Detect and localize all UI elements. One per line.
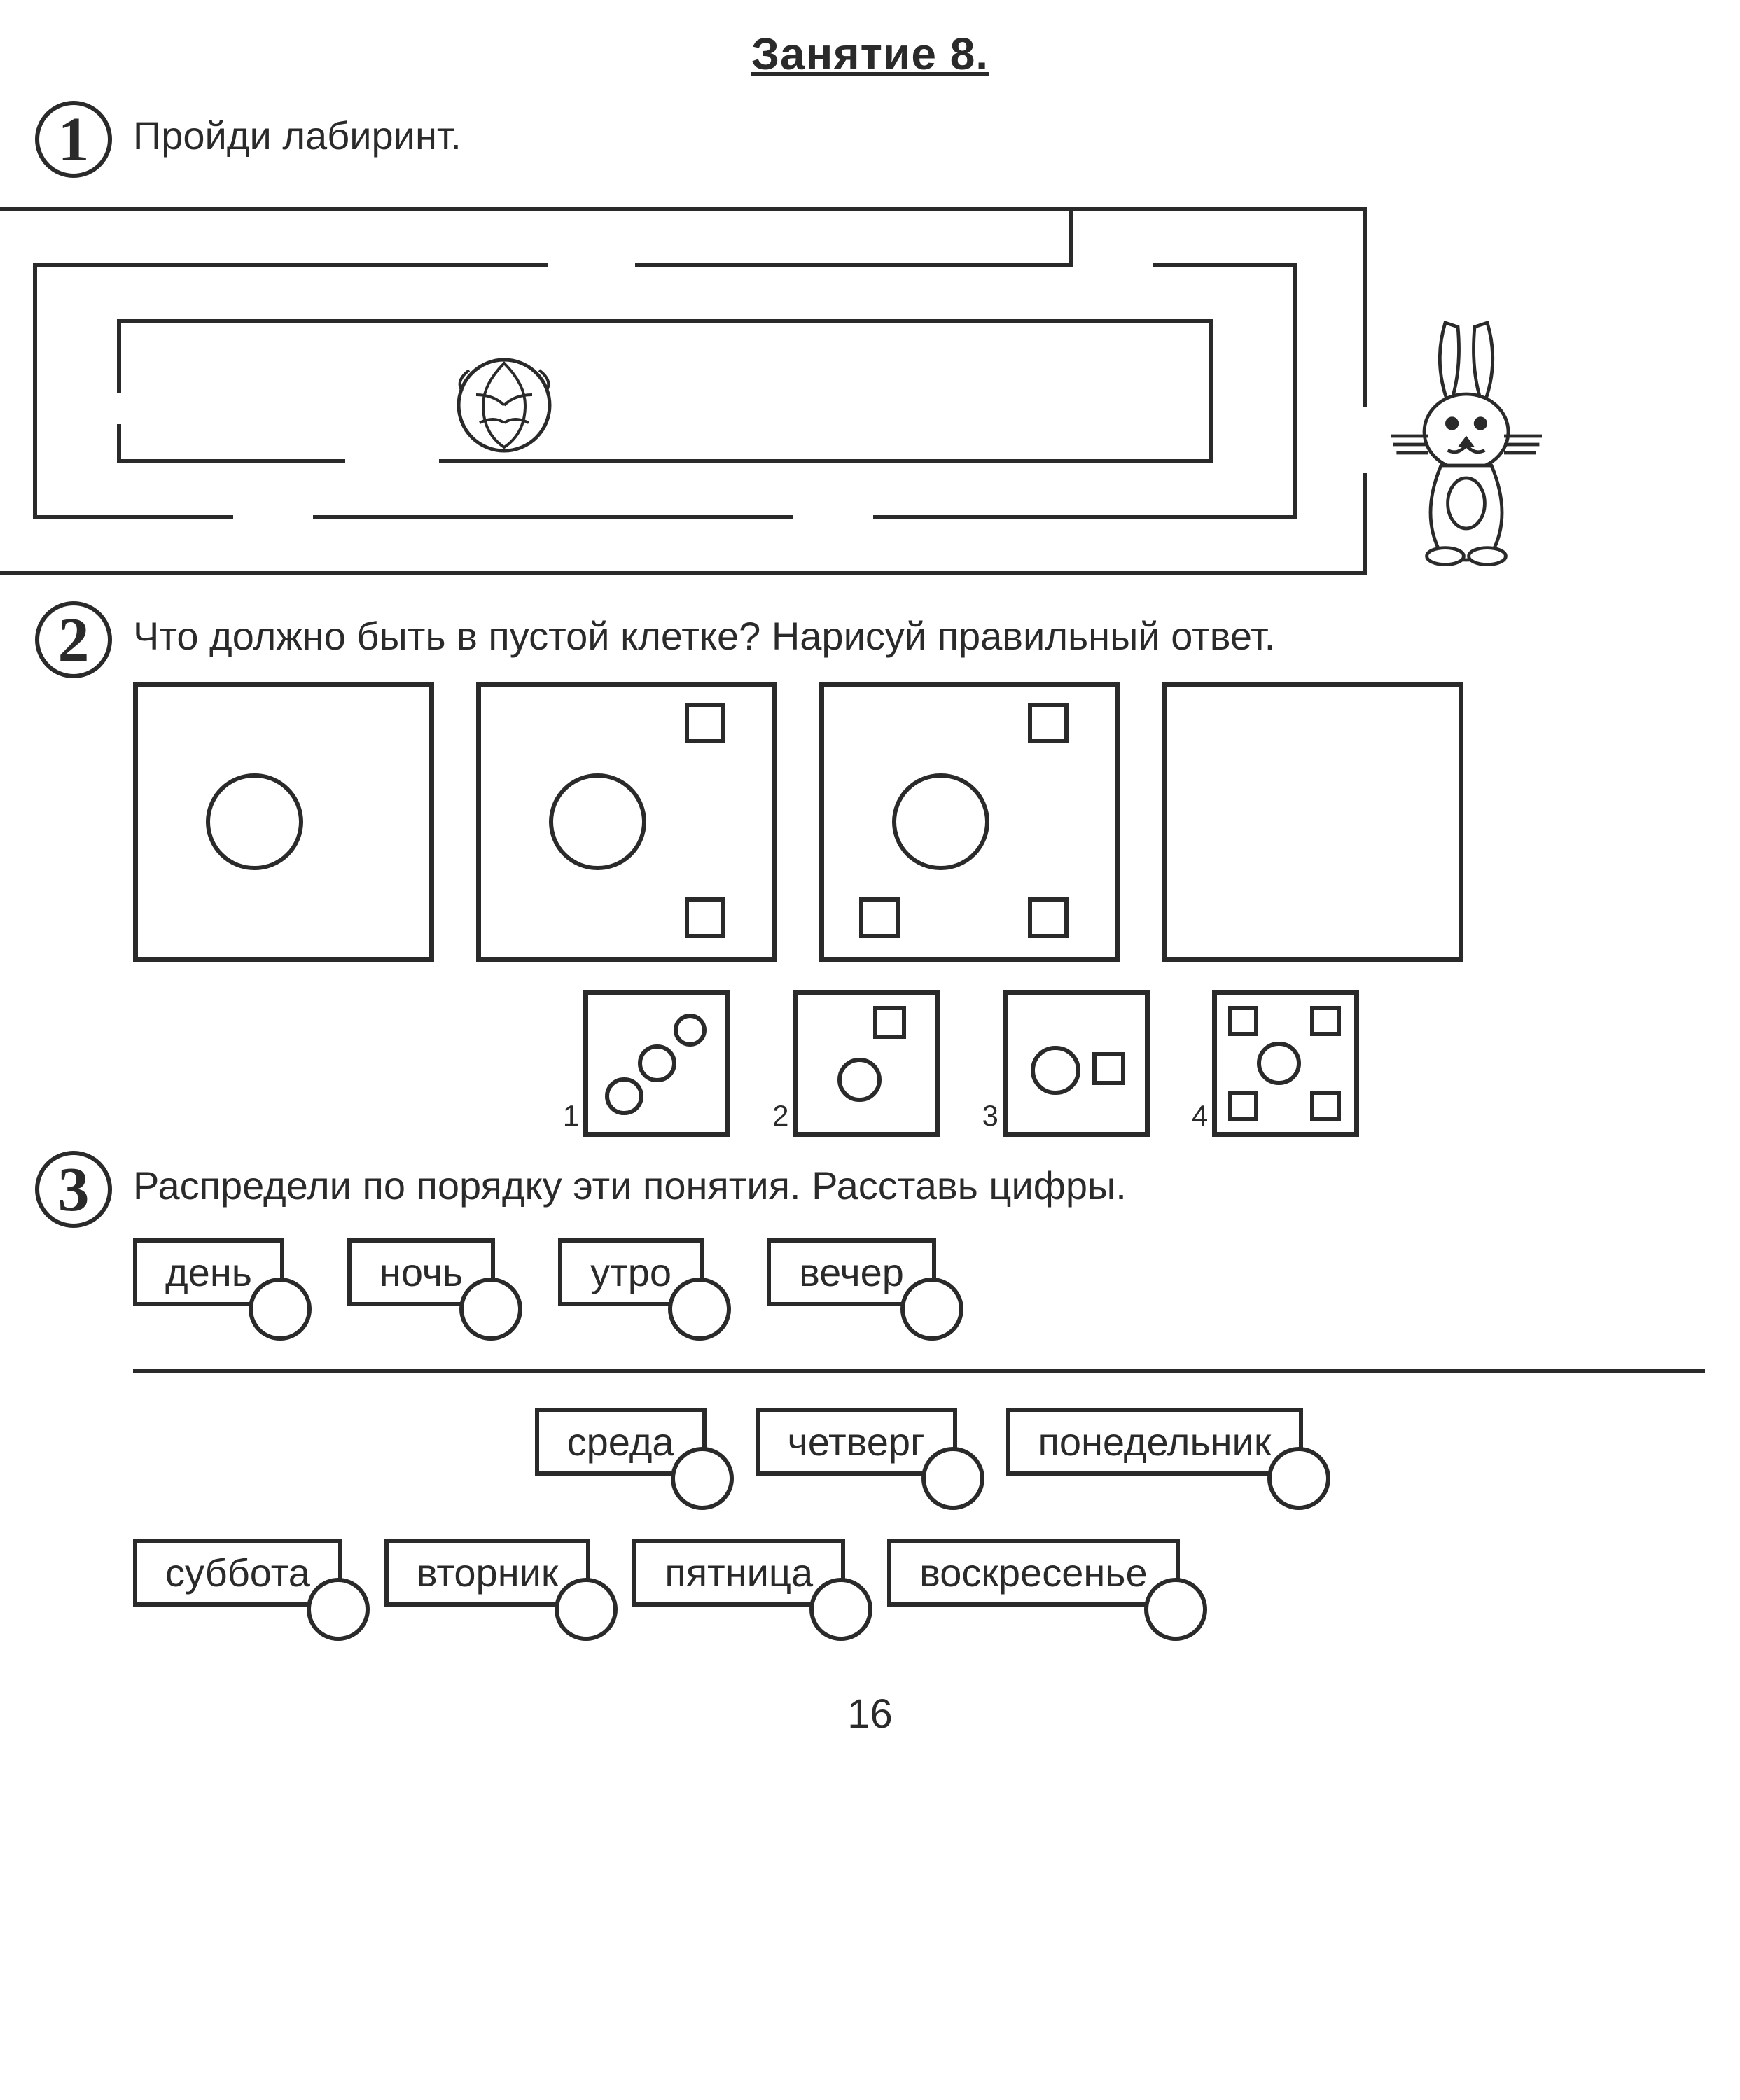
- answer-bubble[interactable]: [249, 1278, 312, 1340]
- option-3[interactable]: 3: [982, 990, 1150, 1137]
- word-box[interactable]: ночь: [347, 1238, 495, 1306]
- answer-bubble[interactable]: [668, 1278, 731, 1340]
- word-box[interactable]: среда: [535, 1408, 707, 1476]
- page-title: Занятие 8.: [35, 28, 1705, 80]
- task-1-text: Пройди лабиринт.: [133, 111, 1705, 160]
- option-box: [1003, 990, 1150, 1137]
- option-box: [793, 990, 940, 1137]
- word-box[interactable]: вторник: [384, 1539, 591, 1606]
- maze: [0, 195, 1561, 601]
- rabbit-icon: [1379, 314, 1561, 566]
- task-number-badge: 1: [35, 101, 112, 178]
- task-3: 3 Распредели по порядку эти понятия. Рас…: [35, 1151, 1705, 1670]
- pattern-options: 1 2 3 4: [217, 990, 1705, 1137]
- task-3-text: Распредели по порядку эти понятия. Расст…: [133, 1161, 1705, 1210]
- option-label: 1: [563, 1099, 579, 1133]
- word-box[interactable]: воскресенье: [887, 1539, 1179, 1606]
- answer-bubble[interactable]: [900, 1278, 963, 1340]
- option-label: 4: [1192, 1099, 1208, 1133]
- answer-bubble[interactable]: [1144, 1578, 1207, 1641]
- maze-svg: [0, 195, 1379, 587]
- words-row-1: день ночь утро вечер: [133, 1238, 1705, 1306]
- task-number-badge: 3: [35, 1151, 112, 1228]
- words-row-3: суббота вторник пятница воскресенье: [133, 1539, 1705, 1606]
- divider: [133, 1369, 1705, 1373]
- answer-bubble[interactable]: [459, 1278, 522, 1340]
- answer-bubble[interactable]: [555, 1578, 618, 1641]
- word-box[interactable]: суббота: [133, 1539, 342, 1606]
- task-1: 1 Пройди лабиринт.: [35, 101, 1705, 181]
- option-4[interactable]: 4: [1192, 990, 1359, 1137]
- word-box[interactable]: пятница: [632, 1539, 845, 1606]
- option-label: 3: [982, 1099, 998, 1133]
- option-2[interactable]: 2: [772, 990, 940, 1137]
- pattern-cell-1: [133, 682, 434, 962]
- task-number-badge: 2: [35, 601, 112, 678]
- answer-bubble[interactable]: [307, 1578, 370, 1641]
- answer-bubble[interactable]: [671, 1447, 734, 1510]
- word-box[interactable]: четверг: [756, 1408, 957, 1476]
- word-box[interactable]: понедельник: [1006, 1408, 1304, 1476]
- task-2-text: Что должно быть в пустой клетке? Нарисуй…: [133, 612, 1705, 661]
- cabbage-icon: [459, 360, 550, 451]
- answer-bubble[interactable]: [809, 1578, 872, 1641]
- page-number: 16: [35, 1690, 1705, 1737]
- task-2: 2 Что должно быть в пустой клетке? Нарис…: [35, 601, 1705, 1137]
- words-row-2: среда четверг понедельник: [133, 1408, 1705, 1476]
- pattern-cell-2: [476, 682, 777, 962]
- word-box[interactable]: утро: [558, 1238, 704, 1306]
- pattern-cell-3: [819, 682, 1120, 962]
- word-box[interactable]: вечер: [767, 1238, 936, 1306]
- option-1[interactable]: 1: [563, 990, 730, 1137]
- option-box: [1212, 990, 1359, 1137]
- word-box[interactable]: день: [133, 1238, 284, 1306]
- option-box: [583, 990, 730, 1137]
- answer-bubble[interactable]: [1267, 1447, 1330, 1510]
- pattern-sequence: [133, 682, 1705, 962]
- option-label: 2: [772, 1099, 788, 1133]
- answer-bubble[interactable]: [921, 1447, 984, 1510]
- pattern-cell-4: [1162, 682, 1463, 962]
